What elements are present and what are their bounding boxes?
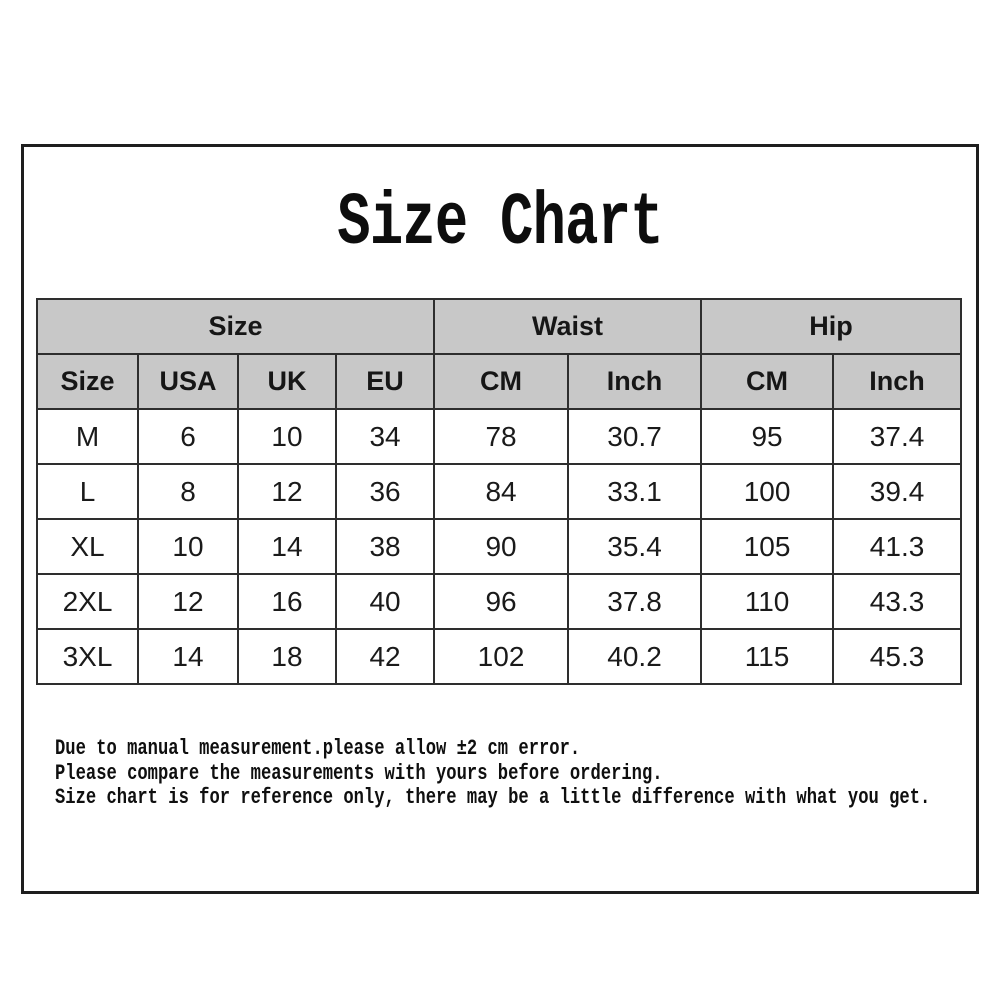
cell-hip-inch: 41.3 bbox=[832, 518, 963, 575]
cell-size: L bbox=[36, 463, 139, 520]
cell-usa: 12 bbox=[137, 573, 239, 630]
cell-size: XL bbox=[36, 518, 139, 575]
cell-usa: 8 bbox=[137, 463, 239, 520]
cell-hip-inch: 43.3 bbox=[832, 573, 963, 630]
group-header-hip: Hip bbox=[700, 298, 963, 355]
size-table-header: Size Waist Hip Size USA UK EU CM Inch CM… bbox=[35, 298, 963, 410]
column-header-hip-inch: Inch bbox=[832, 353, 963, 410]
group-header-row: Size Waist Hip bbox=[35, 298, 963, 355]
cell-usa: 6 bbox=[137, 408, 239, 465]
cell-waist-cm: 90 bbox=[433, 518, 570, 575]
cell-hip-inch: 39.4 bbox=[832, 463, 963, 520]
page-title-text: Size Chart bbox=[337, 182, 663, 266]
cell-waist-inch: 35.4 bbox=[567, 518, 703, 575]
table-row-3xl: 3XL 14 18 42 102 40.2 115 45.3 bbox=[36, 628, 963, 685]
cell-waist-inch: 33.1 bbox=[567, 463, 703, 520]
cell-uk: 12 bbox=[237, 463, 337, 520]
cell-waist-cm: 96 bbox=[433, 573, 570, 630]
cell-usa: 10 bbox=[137, 518, 239, 575]
group-header-size: Size bbox=[35, 298, 436, 355]
note-line: Please compare the measurements with you… bbox=[55, 760, 663, 786]
cell-eu: 34 bbox=[334, 408, 436, 465]
column-header-row: Size USA UK EU CM Inch CM Inch bbox=[36, 353, 963, 410]
table-row-xl: XL 10 14 38 90 35.4 105 41.3 bbox=[36, 518, 963, 575]
column-header-usa: USA bbox=[137, 353, 239, 410]
note-line: Due to manual measurement.please allow ±… bbox=[55, 736, 581, 761]
column-header-waist-inch: Inch bbox=[567, 353, 703, 410]
size-table: Size Waist Hip Size USA UK EU CM Inch CM… bbox=[35, 298, 963, 685]
cell-waist-cm: 84 bbox=[433, 463, 570, 520]
cell-hip-inch: 37.4 bbox=[832, 408, 963, 465]
column-header-uk: UK bbox=[237, 353, 337, 410]
cell-eu: 38 bbox=[334, 518, 436, 575]
page-title: Size Chart bbox=[24, 185, 976, 263]
column-header-hip-cm: CM bbox=[700, 353, 835, 410]
cell-hip-inch: 45.3 bbox=[832, 628, 963, 685]
note-line: Size chart is for reference only, there … bbox=[55, 785, 931, 810]
cell-uk: 16 bbox=[237, 573, 337, 630]
cell-waist-inch: 30.7 bbox=[567, 408, 703, 465]
content-frame: Size Chart Size Waist Hip Size USA UK EU… bbox=[21, 144, 979, 894]
cell-uk: 14 bbox=[237, 518, 337, 575]
cell-hip-cm: 110 bbox=[700, 573, 835, 630]
cell-uk: 10 bbox=[237, 408, 337, 465]
cell-uk: 18 bbox=[237, 628, 337, 685]
cell-size: 3XL bbox=[36, 628, 139, 685]
cell-waist-inch: 37.8 bbox=[567, 573, 703, 630]
column-header-waist-cm: CM bbox=[433, 353, 570, 410]
cell-waist-cm: 78 bbox=[433, 408, 570, 465]
group-header-waist: Waist bbox=[433, 298, 703, 355]
measurement-notes: Due to manual measurement.please allow ±… bbox=[55, 736, 931, 811]
cell-waist-inch: 40.2 bbox=[567, 628, 703, 685]
table-row-m: M 6 10 34 78 30.7 95 37.4 bbox=[36, 408, 963, 465]
cell-waist-cm: 102 bbox=[433, 628, 570, 685]
cell-size: 2XL bbox=[36, 573, 139, 630]
size-table-body: M 6 10 34 78 30.7 95 37.4 L 8 12 36 84 3… bbox=[36, 408, 963, 685]
cell-hip-cm: 95 bbox=[700, 408, 835, 465]
cell-hip-cm: 115 bbox=[700, 628, 835, 685]
column-header-eu: EU bbox=[334, 353, 436, 410]
cell-usa: 14 bbox=[137, 628, 239, 685]
table-row-l: L 8 12 36 84 33.1 100 39.4 bbox=[36, 463, 963, 520]
cell-eu: 40 bbox=[334, 573, 436, 630]
cell-hip-cm: 100 bbox=[700, 463, 835, 520]
cell-eu: 36 bbox=[334, 463, 436, 520]
cell-size: M bbox=[36, 408, 139, 465]
cell-eu: 42 bbox=[334, 628, 436, 685]
table-row-2xl: 2XL 12 16 40 96 37.8 110 43.3 bbox=[36, 573, 963, 630]
cell-hip-cm: 105 bbox=[700, 518, 835, 575]
column-header-size: Size bbox=[36, 353, 139, 410]
